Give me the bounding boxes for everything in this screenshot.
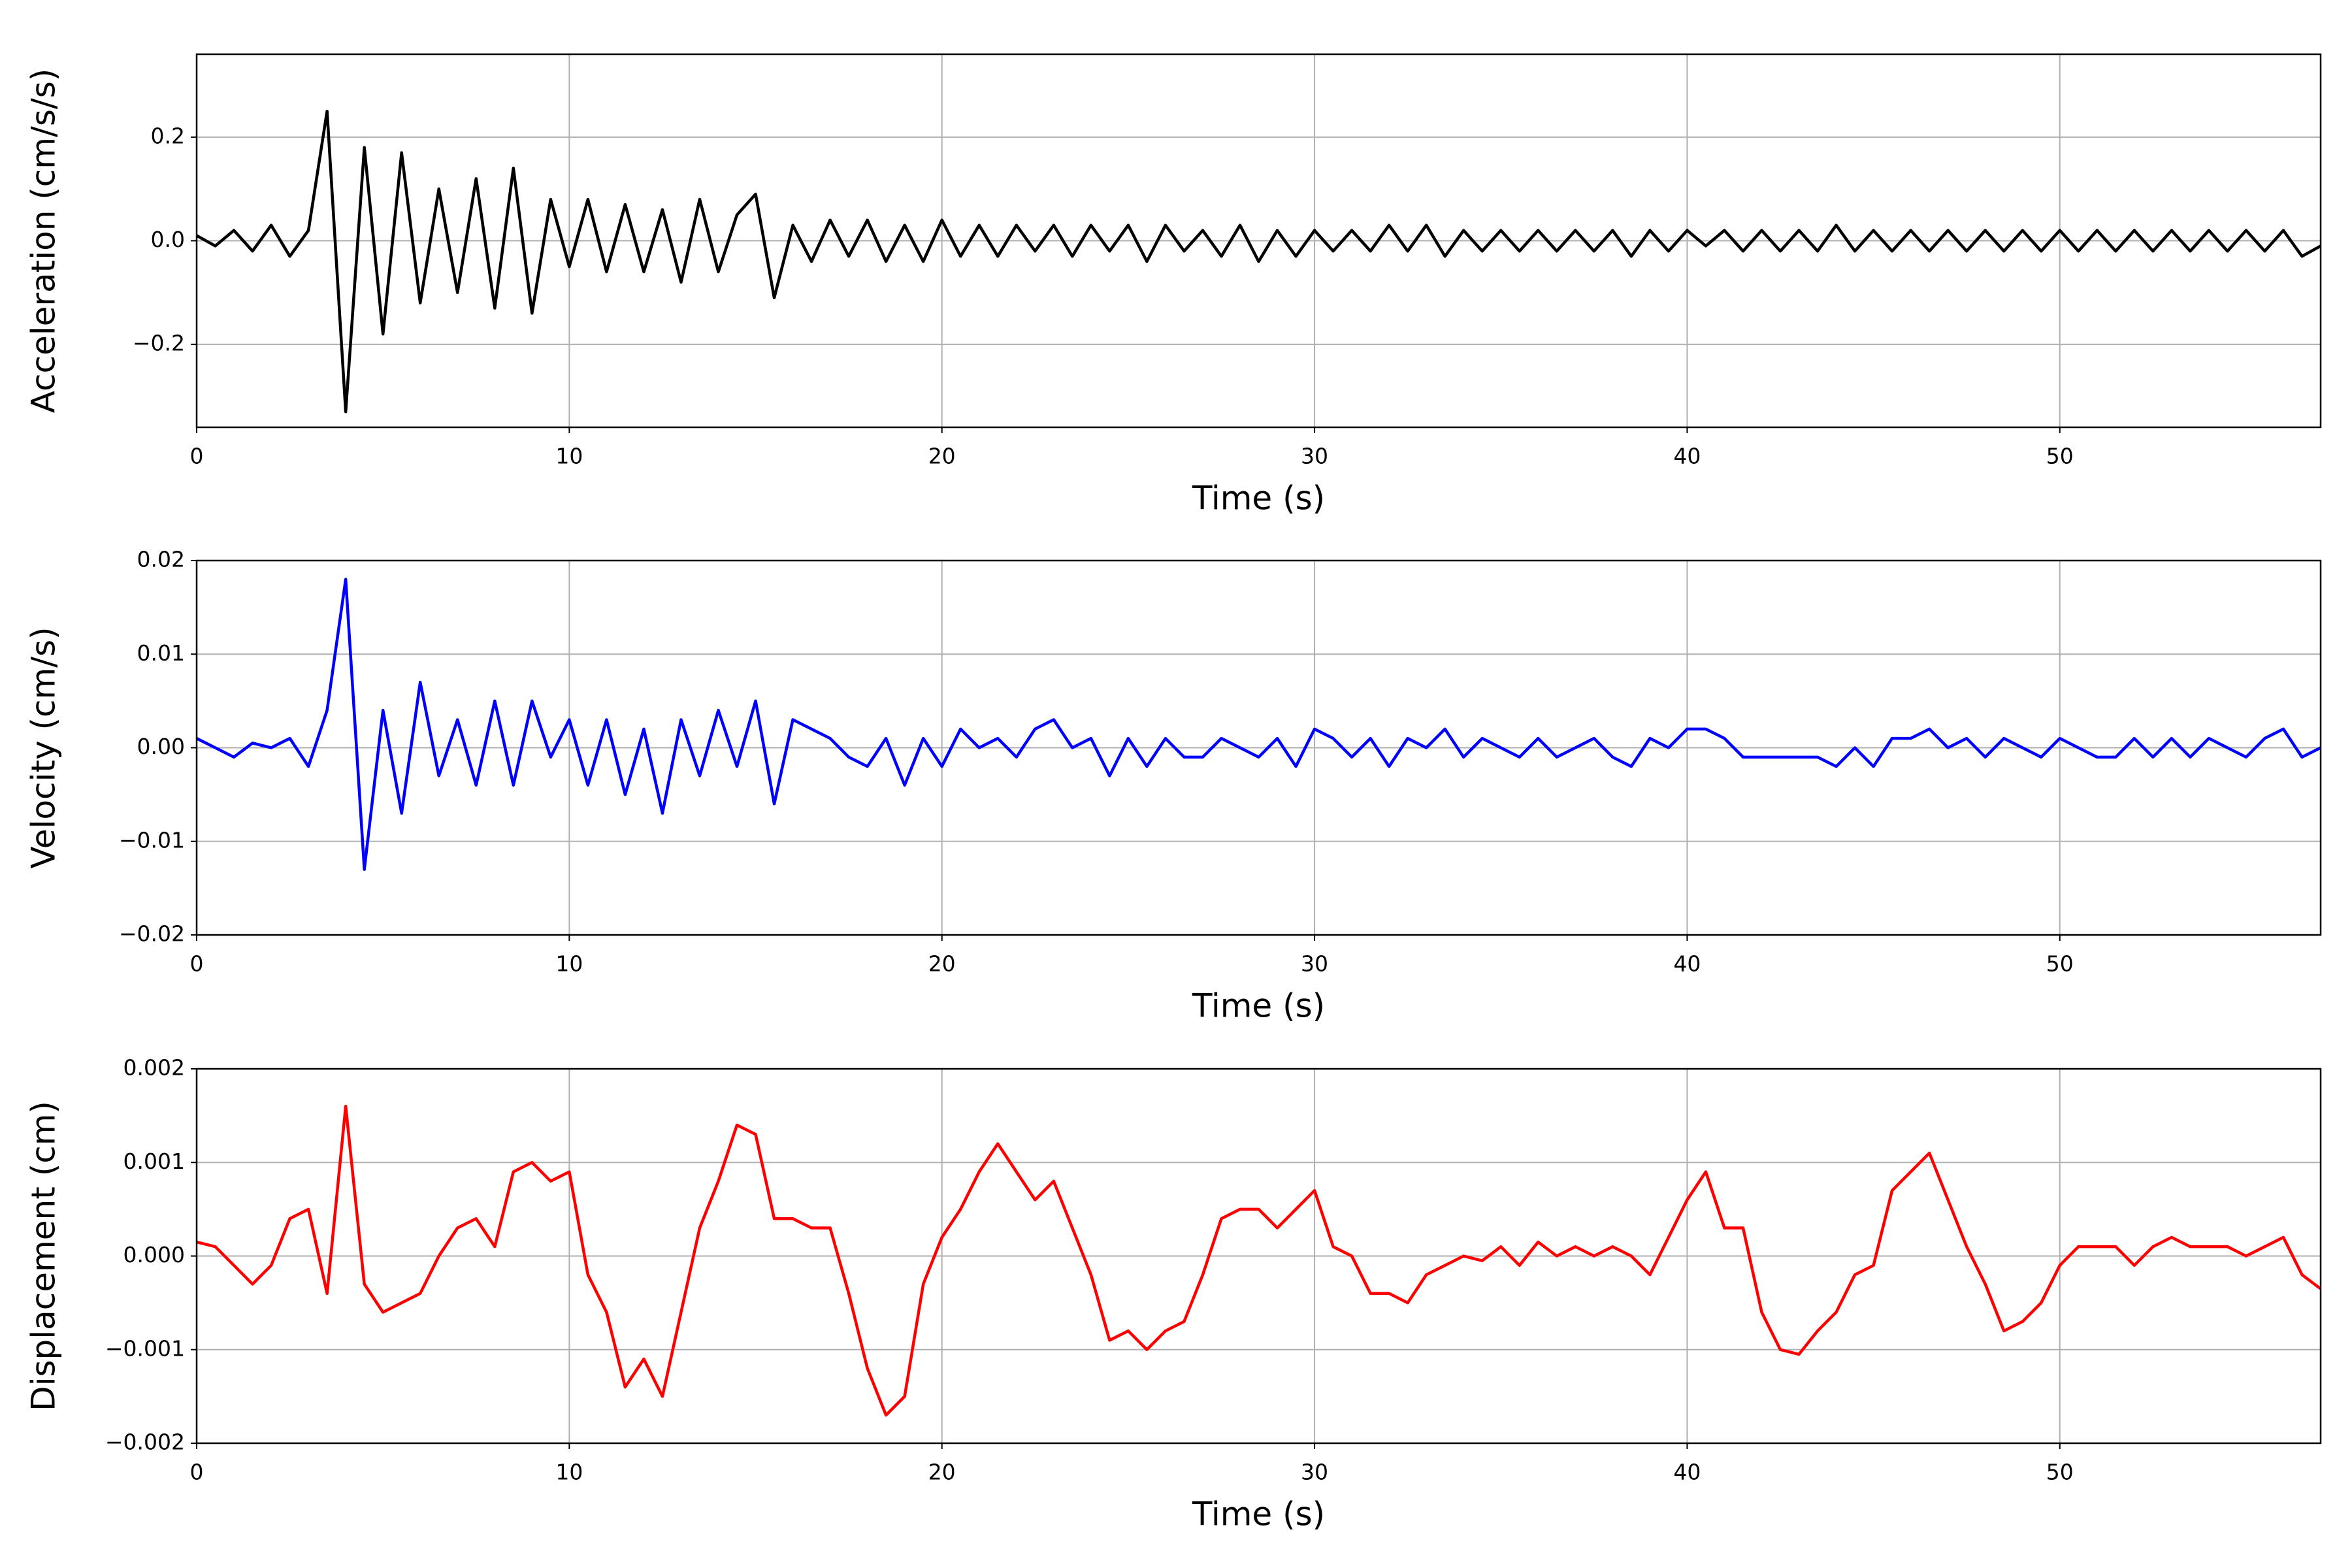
x-tick-label: 10 bbox=[555, 951, 583, 977]
axes-frame bbox=[195, 559, 2322, 936]
x-tick-label: 20 bbox=[928, 444, 956, 469]
y-tick-label: 0.0 bbox=[151, 227, 185, 252]
panel: 0 10 20 30 40 50 −0.02 −0.01 0.00 0.01 0.02 Time (s… bbox=[25, 547, 2322, 1025]
x-axis-label: Time (s) bbox=[1192, 987, 1325, 1025]
axes-frame bbox=[195, 1068, 2322, 1445]
y-tick-label: −0.02 bbox=[119, 921, 185, 947]
y-tick-label: −0.2 bbox=[133, 331, 185, 356]
x-tick-label: 10 bbox=[555, 1460, 583, 1485]
x-tick-label: 30 bbox=[1301, 1460, 1328, 1485]
y-tick-label: −0.002 bbox=[105, 1429, 185, 1455]
y-tick-label: −0.01 bbox=[119, 827, 185, 853]
axes-frame bbox=[195, 53, 2322, 429]
x-tick-label: 50 bbox=[2046, 951, 2074, 977]
x-tick-label: 40 bbox=[1673, 444, 1701, 469]
x-tick-label: 40 bbox=[1673, 951, 1701, 977]
y-tick-label: 0.001 bbox=[123, 1149, 185, 1174]
x-tick-label: 30 bbox=[1301, 444, 1328, 469]
x-tick-label: 0 bbox=[190, 951, 204, 977]
x-tick-label: 10 bbox=[555, 444, 583, 469]
panel: 0 10 20 30 40 50 −0.002 −0.001 0.000 0.001 0.002 Ti… bbox=[25, 1055, 2322, 1533]
panel: 0 10 20 30 40 50 −0.2 0.0 0.2 Time (s) Acceleratio… bbox=[25, 53, 2322, 517]
x-tick-label: 50 bbox=[2046, 1460, 2074, 1485]
plot-area bbox=[197, 109, 2321, 414]
y-tick-label: −0.001 bbox=[105, 1335, 185, 1361]
x-tick-label: 50 bbox=[2046, 444, 2074, 469]
x-tick-label: 30 bbox=[1301, 951, 1328, 977]
y-axis-label: Acceleration (cm/s/s) bbox=[25, 69, 63, 414]
x-tick-label: 0 bbox=[190, 444, 204, 469]
x-axis-label: Time (s) bbox=[1192, 480, 1325, 517]
y-axis-label: Velocity (cm/s) bbox=[25, 627, 63, 868]
y-tick-label: 0.01 bbox=[137, 640, 185, 666]
y-tick-label: 0.00 bbox=[137, 734, 185, 759]
x-tick-label: 20 bbox=[928, 951, 956, 977]
y-tick-label: 0.02 bbox=[137, 547, 185, 572]
data-line bbox=[197, 109, 2321, 414]
plot-area bbox=[197, 578, 2321, 871]
y-tick-label: 0.002 bbox=[123, 1055, 185, 1081]
plot-area bbox=[197, 1105, 2321, 1417]
data-line bbox=[197, 1105, 2321, 1417]
y-axis-label: Displacement (cm) bbox=[25, 1101, 63, 1411]
y-tick-label: 0.000 bbox=[123, 1242, 185, 1267]
y-tick-label: 0.2 bbox=[151, 123, 185, 148]
x-tick-label: 0 bbox=[190, 1460, 204, 1485]
x-axis-label: Time (s) bbox=[1192, 1495, 1325, 1533]
data-line bbox=[197, 578, 2321, 871]
x-tick-label: 40 bbox=[1673, 1460, 1701, 1485]
x-tick-label: 20 bbox=[928, 1460, 956, 1485]
